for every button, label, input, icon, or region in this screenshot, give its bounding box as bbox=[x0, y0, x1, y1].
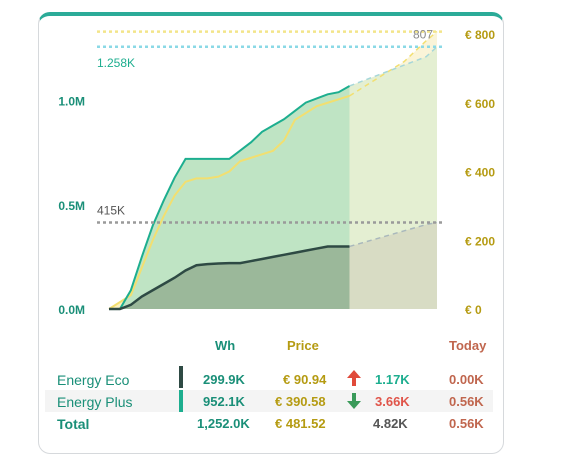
header-wh: Wh bbox=[215, 338, 236, 353]
y-right-tick-label: € 400 bbox=[465, 166, 495, 180]
header-today: Today bbox=[449, 338, 487, 353]
row-name: Energy Eco bbox=[57, 372, 130, 388]
row-wh: 299.9K bbox=[203, 372, 245, 387]
total-wh: 1,252.0K bbox=[197, 416, 250, 431]
reference-label: 1.258K bbox=[97, 56, 135, 70]
y-right-tick-label: € 200 bbox=[465, 234, 495, 248]
price-line bbox=[108, 94, 350, 310]
eco-forecast-area bbox=[349, 222, 437, 309]
y-right-tick-label: € 0 bbox=[465, 303, 482, 317]
row-today: 0.00K bbox=[449, 372, 484, 387]
eco-color-marker bbox=[179, 366, 183, 388]
eco-forecast-line bbox=[349, 221, 438, 248]
row-highlight bbox=[45, 390, 493, 412]
total-price: € 481.52 bbox=[275, 416, 326, 431]
arrow-up-icon bbox=[347, 370, 361, 386]
y-left-tick-label: 0.0M bbox=[58, 303, 85, 317]
total-today: 0.56K bbox=[449, 416, 484, 431]
row-today: 0.56K bbox=[449, 394, 484, 409]
row-delta: 3.66K bbox=[375, 394, 410, 409]
row-wh: 952.1K bbox=[203, 394, 245, 409]
total-delta: 4.82K bbox=[373, 416, 408, 431]
plus-color-marker bbox=[179, 390, 183, 412]
reference-label: 807 bbox=[413, 28, 433, 42]
y-right-tick-label: € 600 bbox=[465, 97, 495, 111]
energy-card: 1.258K 415K 807 0.0M 0.5M 1.0M € 0 € 200 € 400 € … bbox=[38, 12, 504, 454]
total-forecast-line bbox=[349, 46, 438, 87]
y-right-tick-label: € 800 bbox=[465, 28, 495, 42]
eco-line bbox=[109, 245, 350, 311]
y-left-tick-label: 1.0M bbox=[58, 95, 85, 109]
header-price: Price bbox=[287, 338, 319, 353]
row-name: Energy Plus bbox=[57, 394, 133, 410]
arrow-down-icon bbox=[347, 393, 361, 409]
total-label: Total bbox=[57, 416, 90, 432]
total-line bbox=[109, 85, 351, 310]
row-price: € 390.58 bbox=[275, 394, 326, 409]
y-left-tick-label: 0.5M bbox=[58, 199, 85, 213]
row-price: € 90.94 bbox=[283, 372, 327, 387]
row-delta: 1.17K bbox=[375, 372, 410, 387]
eco-area bbox=[109, 246, 350, 309]
reference-label: 415K bbox=[97, 203, 125, 217]
energy-chart: 1.258K 415K 807 0.0M 0.5M 1.0M € 0 € 200 € 400 € … bbox=[58, 28, 495, 317]
